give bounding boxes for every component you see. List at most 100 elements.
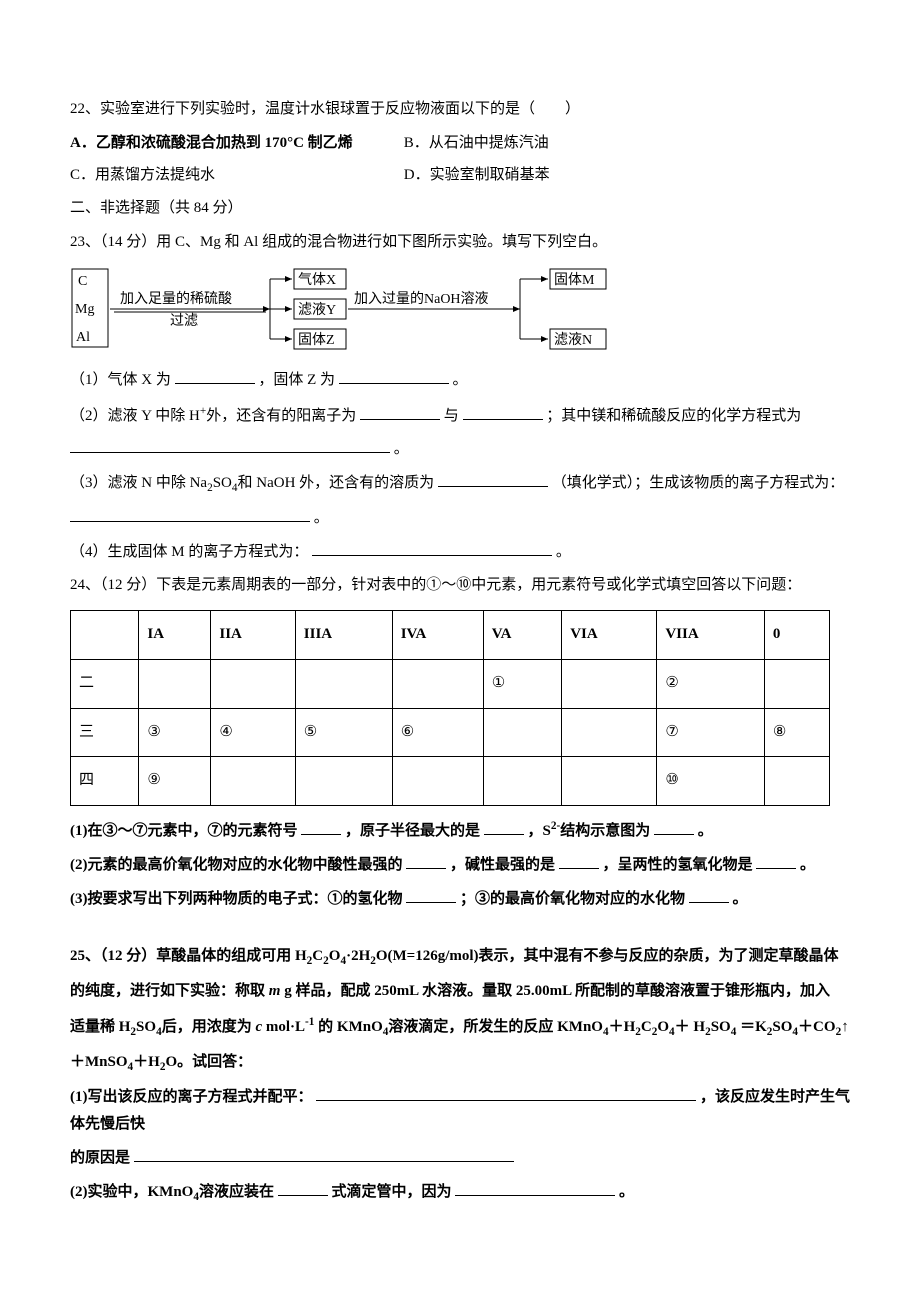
q25-l3o: ↑ xyxy=(841,1019,849,1035)
q22-stem: 22、实验室进行下列实验时，温度计水银球置于反应物液面以下的是（ ） xyxy=(70,96,850,124)
q22-line-cd: C．用蒸馏方法提纯水 D．实验室制取硝基苯 xyxy=(70,162,850,190)
q24-p1b: ，原子半径最大的是 xyxy=(345,823,480,839)
spacer xyxy=(70,919,850,937)
q25-l4b: ＋H xyxy=(133,1054,160,1070)
q23-p2c: ；其中镁和稀硫酸反应的化学方程式为 xyxy=(546,408,801,424)
q23-p1c: 。 xyxy=(453,372,468,388)
q25-l1c: O xyxy=(329,948,341,964)
q24-p3a: (3)按要求写出下列两种物质的电子式：①的氢化物 xyxy=(70,891,403,907)
ptable-h1: IA xyxy=(139,611,211,660)
ptable-r1c7: ⑦ xyxy=(657,708,765,757)
blank-solute[interactable] xyxy=(438,473,548,488)
q25-p1-cont: 的原因是 xyxy=(70,1145,850,1173)
q25-p2a: (2)实验中，KMnO xyxy=(70,1184,193,1200)
q25-l3f: 溶液滴定，所发生的反应 KMnO xyxy=(388,1019,603,1035)
svg-text:Mg: Mg xyxy=(75,302,94,317)
blank-mg-eq[interactable] xyxy=(70,439,390,454)
q25-l2a: 的纯度，进行如下实验：称取 xyxy=(70,983,269,999)
ptable-h7: VIIA xyxy=(657,611,765,660)
ptable-r1c5 xyxy=(483,708,561,757)
q25-l3a: 适量稀 H xyxy=(70,1019,130,1035)
ptable-row-4: 四 ⑨ ⑩ xyxy=(71,757,830,806)
ptable-r1c6 xyxy=(562,708,657,757)
q23-p3-eq: 。 xyxy=(70,505,850,533)
q25-p2b: 溶液应装在 xyxy=(199,1184,274,1200)
blank-radius[interactable] xyxy=(484,821,524,836)
section2-heading: 二、非选择题（共 84 分） xyxy=(70,195,850,223)
svg-text:C: C xyxy=(78,274,87,289)
q23-stem: 23、（14 分）用 C、Mg 和 Al 组成的混合物进行如下图所示实验。填写下… xyxy=(70,229,850,257)
ptable-h4: IVA xyxy=(392,611,483,660)
ptable-r2c6 xyxy=(562,757,657,806)
blank-base[interactable] xyxy=(559,854,599,869)
blank-hydride[interactable] xyxy=(406,888,456,903)
ptable-r0c8 xyxy=(764,659,829,708)
q24-p2d: 。 xyxy=(800,857,815,873)
q25-l3k: SO xyxy=(711,1019,731,1035)
blank-structure[interactable] xyxy=(654,821,694,836)
svg-text:加入过量的NaOH溶液: 加入过量的NaOH溶液 xyxy=(354,291,489,307)
blank-gas-x[interactable] xyxy=(175,369,255,384)
svg-text:气体X: 气体X xyxy=(298,272,336,288)
blank-cation2[interactable] xyxy=(463,405,543,420)
ptable-r1c0: 三 xyxy=(71,708,139,757)
ptable-r2c1: ⑨ xyxy=(139,757,211,806)
q23-p2b: 与 xyxy=(444,408,459,424)
ptable-row-3: 三 ③ ④ ⑤ ⑥ ⑦ ⑧ xyxy=(71,708,830,757)
blank-oxide-hydrate[interactable] xyxy=(689,888,729,903)
q23-p3a3: 和 NaOH 外，还含有的溶质为 xyxy=(238,475,435,491)
q23-p2a2: 外，还含有的阳离子为 xyxy=(206,408,356,424)
q23-p4: （4）生成固体 M 的离子方程式为： 。 xyxy=(70,539,850,567)
q24-p1: (1)在③～⑦元素中，⑦的元素符号 ，原子半径最大的是 ，S2-结构示意图为 。 xyxy=(70,816,850,846)
svg-text:固体Z: 固体Z xyxy=(298,332,335,348)
blank-acid[interactable] xyxy=(406,854,446,869)
ptable-row-2: 二 ① ② xyxy=(71,659,830,708)
mass-m: m xyxy=(269,983,281,999)
q22-opt-c: C．用蒸馏方法提纯水 xyxy=(70,162,400,190)
q24-p3c: 。 xyxy=(733,891,748,907)
blank-ionic-eq1[interactable] xyxy=(70,507,310,522)
ptable-h3: IIIA xyxy=(295,611,392,660)
ptable-r1c3: ⑤ xyxy=(295,708,392,757)
ptable-r0c5: ① xyxy=(483,659,561,708)
q23-p2: （2）滤液 Y 中除 H+外，还含有的阳离子为 与 ；其中镁和稀硫酸反应的化学方… xyxy=(70,401,850,431)
q22-opt-b: B．从石油中提炼汽油 xyxy=(404,130,549,158)
q25-l1a: 25、（12 分）草酸晶体的组成可用 H xyxy=(70,948,307,964)
ptable-r1c4: ⑥ xyxy=(392,708,483,757)
blank-solid-z[interactable] xyxy=(339,369,449,384)
q25-l4a: ＋MnSO xyxy=(70,1054,128,1070)
ptable-r0c2 xyxy=(211,659,295,708)
q23-p1: （1）气体 X 为 ，固体 Z 为 。 xyxy=(70,367,850,395)
q25-l3g: ＋H xyxy=(609,1019,636,1035)
q24-p1c2: 结构示意图为 xyxy=(560,823,650,839)
svg-text:滤液N: 滤液N xyxy=(554,332,592,348)
blank-burette-reason[interactable] xyxy=(455,1181,615,1196)
q25-l3n: ＋CO xyxy=(798,1019,836,1035)
q23-flow-diagram: .bx { fill: none; stroke: #000; stroke-w… xyxy=(70,267,690,357)
ptable-r0c3 xyxy=(295,659,392,708)
blank-cation1[interactable] xyxy=(360,405,440,420)
blank-burette-type[interactable] xyxy=(278,1181,328,1196)
q22-opt-a: A．乙醇和浓硫酸混合加热到 170°C 制乙烯 xyxy=(70,130,400,158)
q23-p1b: ，固体 Z 为 xyxy=(258,372,335,388)
ptable-r2c3 xyxy=(295,757,392,806)
q24-p1c: ，S xyxy=(528,823,551,839)
q24-p2b: ，碱性最强的是 xyxy=(450,857,555,873)
q25-l4c: O。试回答： xyxy=(165,1054,252,1070)
s2minus-sup: 2- xyxy=(551,820,560,832)
blank-solid-m-eq[interactable] xyxy=(312,541,552,556)
q25-p2: (2)实验中，KMnO4溶液应装在 式滴定管中，因为 。 xyxy=(70,1179,850,1208)
ptable-h2: IIA xyxy=(211,611,295,660)
blank-reason[interactable] xyxy=(134,1148,514,1163)
svg-text:滤液Y: 滤液Y xyxy=(298,302,336,318)
q24-p1d: 。 xyxy=(698,823,713,839)
q25-line2: 的纯度，进行如下实验：称取 m g 样品，配成 250mL 水溶液。量取 25.… xyxy=(70,978,850,1006)
q24-p3b: ；③的最高价氧化物对应的水化物 xyxy=(460,891,685,907)
blank-amphoteric[interactable] xyxy=(756,854,796,869)
q25-l3d: mol·L xyxy=(262,1019,305,1035)
blank-ionic-eq[interactable] xyxy=(316,1086,696,1101)
blank-symbol7[interactable] xyxy=(301,821,341,836)
ptable-h5: VA xyxy=(483,611,561,660)
q25-l1e: O(M=126g/mol)表示，其中混有不参与反应的杂质，为了测定草酸晶体 xyxy=(376,948,839,964)
q23-p2end: 。 xyxy=(394,441,409,457)
